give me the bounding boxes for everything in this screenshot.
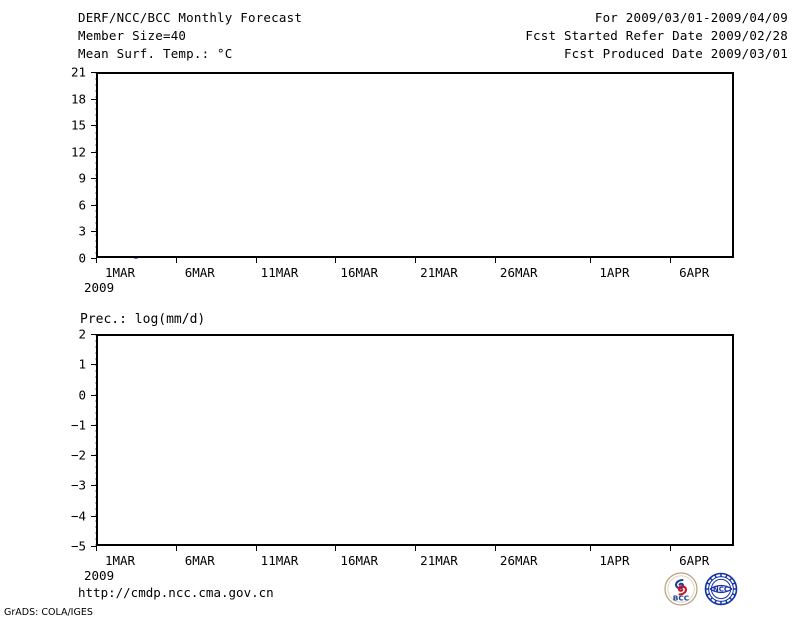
x-axis-tick	[335, 258, 337, 263]
y-axis-tick-label: 15	[70, 117, 86, 133]
produced-date-label: Fcst Produced Date 2009/03/01	[563, 46, 788, 61]
x-axis-tick-label: 16MAR	[340, 265, 379, 280]
y-axis-tick-label: 12	[70, 144, 86, 160]
y-axis-tick	[91, 546, 96, 547]
x-axis-tick-label: 6APR	[679, 553, 710, 568]
y-axis-tick-label: 1	[78, 356, 86, 372]
x-axis-tick	[255, 546, 257, 551]
forecast-period-label: For 2009/03/01-2009/04/09	[594, 10, 788, 25]
x-axis-tick-label: 11MAR	[260, 553, 299, 568]
x-axis-tick-label: 26MAR	[499, 265, 538, 280]
y-axis-tick-label: −3	[70, 477, 86, 493]
member-size-label: Member Size=40	[78, 28, 187, 43]
y-axis-tick-label: 3	[78, 223, 86, 239]
x-axis-tick-label: 21MAR	[420, 553, 458, 568]
x-axis-tick-label: 6MAR	[184, 553, 215, 568]
ncc-logo-icon: NCC	[704, 572, 738, 606]
y-axis-tick	[91, 515, 96, 517]
x-axis-tick-label: 21MAR	[420, 265, 458, 280]
y-axis-tick-label: 21	[70, 64, 86, 80]
y-axis-tick	[91, 485, 96, 487]
y-axis-tick	[91, 364, 96, 366]
y-axis-tick	[91, 178, 96, 180]
x-axis-tick	[96, 258, 97, 263]
y-axis-tick	[91, 394, 96, 396]
svg-text:NCC: NCC	[713, 586, 729, 594]
logo-group: BCC NCC	[664, 572, 738, 606]
y-axis-tick	[91, 231, 96, 233]
y-axis-tick-label: −1	[70, 417, 86, 433]
y-axis-tick	[91, 72, 96, 73]
x-axis-tick	[590, 546, 592, 551]
y-axis-tick-label: 0	[78, 250, 86, 266]
y-axis-tick-label: 9	[78, 170, 86, 186]
x-axis-tick	[494, 258, 496, 263]
x-axis-tick	[175, 546, 177, 551]
x-axis-tick	[96, 546, 97, 551]
y-axis-tick-label: 18	[70, 91, 86, 107]
y-axis-tick	[91, 258, 96, 259]
svg-text:BCC: BCC	[673, 593, 689, 602]
refer-date-label: Fcst Started Refer Date 2009/02/28	[525, 28, 788, 43]
x-axis-tick-label: 16MAR	[340, 553, 379, 568]
y-axis-tick-label: 0	[78, 387, 86, 403]
x-axis-tick	[335, 546, 337, 551]
cmdp-url-link[interactable]: http://cmdp.ncc.cma.gov.cn	[78, 585, 274, 600]
plot-frame	[96, 72, 734, 258]
y-axis-tick-label: 2	[78, 326, 86, 342]
x-axis-tick-label: 6MAR	[184, 265, 215, 280]
y-axis-tick	[91, 424, 96, 426]
prec-panel-title: Prec.: log(mm/d)	[80, 312, 206, 327]
x-axis-tick	[255, 258, 257, 263]
plot-frame	[96, 334, 734, 546]
y-axis-tick-label: −5	[70, 538, 86, 554]
y-axis-tick-label: −2	[70, 447, 86, 463]
temp-panel-title: Mean Surf. Temp.: °C	[78, 46, 233, 61]
bcc-logo-icon: BCC	[664, 572, 698, 606]
y-axis-tick-label: −4	[70, 508, 86, 524]
x-axis-tick	[590, 258, 592, 263]
x-axis-tick-label: 1APR	[599, 265, 630, 280]
x-axis-tick-label: 26MAR	[499, 553, 538, 568]
y-axis-tick	[91, 98, 96, 100]
x-axis-tick-label: 1MAR	[104, 265, 136, 280]
y-axis-tick	[91, 204, 96, 206]
x-axis-tick	[415, 258, 416, 263]
page-title: DERF/NCC/BCC Monthly Forecast	[78, 10, 303, 25]
grads-credit: GrADS: COLA/IGES	[4, 607, 93, 618]
x-axis-tick-label: 1APR	[599, 553, 630, 568]
x-axis-tick	[494, 546, 496, 551]
x-axis-year-label: 2009	[84, 568, 115, 583]
x-axis-tick-label: 6APR	[679, 265, 710, 280]
y-axis-tick-label: 6	[78, 197, 86, 213]
x-axis-tick	[175, 258, 177, 263]
x-axis-tick	[415, 546, 416, 551]
x-axis-tick-label: 11MAR	[260, 265, 299, 280]
y-axis-tick	[91, 334, 96, 335]
x-axis-tick-label: 1MAR	[104, 553, 136, 568]
y-axis-tick	[91, 151, 96, 153]
x-axis-tick	[670, 546, 672, 551]
x-axis-year-label: 2009	[84, 280, 115, 295]
y-axis-tick	[91, 455, 96, 457]
x-axis-tick	[670, 258, 672, 263]
y-axis-tick	[91, 125, 96, 127]
